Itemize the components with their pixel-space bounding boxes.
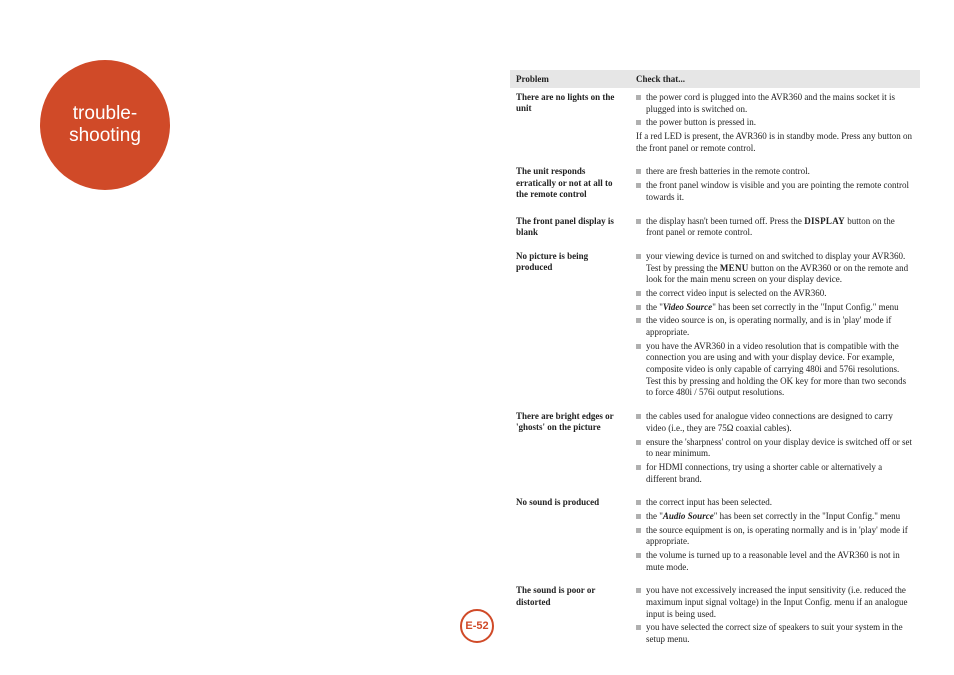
table-row: There are bright edges or 'ghosts' on th… — [510, 407, 920, 493]
troubleshooting-table: Problem Check that... There are no light… — [510, 70, 920, 654]
check-note: If a red LED is present, the AVR360 is i… — [636, 131, 914, 154]
check-item: the "Audio Source" has been set correctl… — [636, 511, 914, 523]
problem-cell: No picture is being produced — [510, 251, 630, 401]
check-cell: the display hasn't been turned off. Pres… — [630, 216, 920, 241]
check-item: you have the AVR360 in a video resolutio… — [636, 341, 914, 399]
check-item: you have selected the correct size of sp… — [636, 622, 914, 645]
check-item: the volume is turned up to a reasonable … — [636, 550, 914, 573]
table-row: There are no lights on the unit the powe… — [510, 88, 920, 162]
check-item: there are fresh batteries in the remote … — [636, 166, 914, 178]
page-number: E-52 — [465, 620, 488, 632]
check-cell: you have not excessively increased the i… — [630, 585, 920, 647]
check-item: the "Video Source" has been set correctl… — [636, 302, 914, 314]
check-item: for HDMI connections, try using a shorte… — [636, 462, 914, 485]
check-item: the power button is pressed in. — [636, 117, 914, 129]
check-item: you have not excessively increased the i… — [636, 585, 914, 620]
check-cell: the power cord is plugged into the AVR36… — [630, 92, 920, 156]
problem-cell: The unit responds erratically or not at … — [510, 166, 630, 205]
problem-cell: There are no lights on the unit — [510, 92, 630, 156]
table-row: No picture is being produced your viewin… — [510, 247, 920, 407]
check-item: your viewing device is turned on and swi… — [636, 251, 914, 286]
problem-cell: There are bright edges or 'ghosts' on th… — [510, 411, 630, 487]
check-item: the cables used for analogue video conne… — [636, 411, 914, 434]
table-row: The sound is poor or distorted you have … — [510, 581, 920, 653]
check-item: the front panel window is visible and yo… — [636, 180, 914, 203]
check-item: the video source is on, is operating nor… — [636, 315, 914, 338]
header-check: Check that... — [630, 70, 920, 88]
problem-cell: No sound is produced — [510, 497, 630, 575]
check-item: the display hasn't been turned off. Pres… — [636, 216, 914, 239]
check-cell: your viewing device is turned on and swi… — [630, 251, 920, 401]
page: trouble- shooting Problem Check that... … — [0, 0, 954, 675]
check-cell: there are fresh batteries in the remote … — [630, 166, 920, 205]
check-item: the correct video input is selected on t… — [636, 288, 914, 300]
table-row: No sound is produced the correct input h… — [510, 493, 920, 581]
check-cell: the cables used for analogue video conne… — [630, 411, 920, 487]
problem-cell: The front panel display is blank — [510, 216, 630, 241]
header-problem: Problem — [510, 70, 630, 88]
badge-text: trouble- shooting — [69, 103, 141, 147]
check-item: the source equipment is on, is operating… — [636, 525, 914, 548]
table-row: The front panel display is blank the dis… — [510, 212, 920, 247]
table-header: Problem Check that... — [510, 70, 920, 88]
page-number-badge: E-52 — [460, 609, 494, 643]
check-item: the power cord is plugged into the AVR36… — [636, 92, 914, 115]
problem-cell: The sound is poor or distorted — [510, 585, 630, 647]
check-cell: the correct input has been selected. the… — [630, 497, 920, 575]
table-row: The unit responds erratically or not at … — [510, 162, 920, 211]
check-item: ensure the 'sharpness' control on your d… — [636, 437, 914, 460]
section-badge: trouble- shooting — [40, 60, 170, 190]
check-item: the correct input has been selected. — [636, 497, 914, 509]
